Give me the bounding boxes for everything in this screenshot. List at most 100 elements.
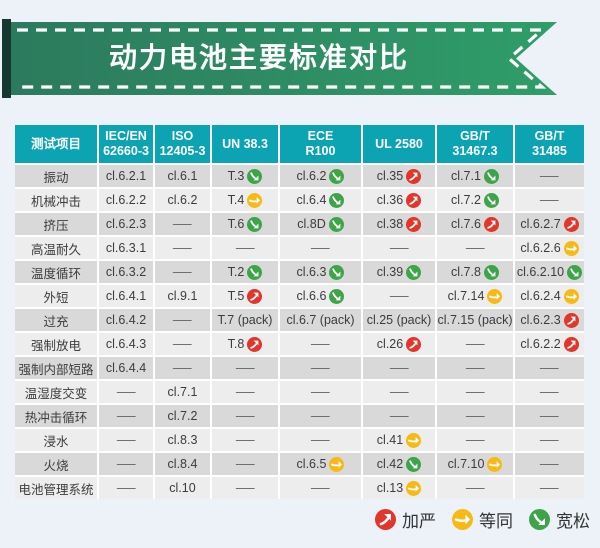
table-cell: cl.6.2 — [280, 165, 361, 187]
table-cell: cl.6.3.1 — [99, 237, 153, 259]
table-cell: T.5 — [212, 285, 278, 307]
legend-label-loose: 宽松 — [556, 512, 590, 531]
table-cell: — — [280, 405, 361, 427]
table-cell: cl.6.4.2 — [99, 309, 153, 331]
row-label: 热冲击循环 — [15, 405, 97, 427]
row-label: 浸水 — [15, 429, 97, 451]
table-cell: cl.42 — [363, 453, 435, 475]
table-cell: — — [99, 477, 153, 499]
table-cell: — — [515, 381, 584, 403]
table-cell: — — [212, 477, 278, 499]
table-cell: cl.6.5 — [280, 453, 361, 475]
strict-arrow-icon — [483, 216, 499, 232]
legend-item-equal: 等同 — [452, 507, 513, 532]
table-cell: — — [155, 261, 210, 283]
table-cell: — — [437, 477, 513, 499]
table-cell: cl.6.2.3 — [515, 309, 584, 331]
table-cell: cl.6.1 — [155, 165, 210, 187]
table-cell: — — [437, 381, 513, 403]
loose-arrow-icon — [483, 168, 499, 184]
page-title: 动力电池主要标准对比 — [108, 42, 409, 73]
legend: 加严 等同 宽松 — [375, 507, 590, 532]
table-cell: T.6 — [212, 213, 278, 235]
table-cell: cl.7.8 — [437, 261, 513, 283]
equal-arrow-icon — [487, 456, 503, 472]
table-cell: — — [437, 237, 513, 259]
table-cell: T.4 — [212, 189, 278, 211]
column-header-3: UN 38.3 — [212, 125, 278, 163]
table-cell: cl.6.7 (pack) — [280, 309, 361, 331]
table-cell: cl.7.2 — [437, 189, 513, 211]
column-header-5: UL 2580 — [363, 125, 435, 163]
table-cell: — — [515, 453, 584, 475]
table-cell: — — [437, 429, 513, 451]
loose-arrow-icon — [247, 264, 263, 280]
strict-arrow-icon — [406, 336, 422, 352]
loose-arrow-icon — [483, 192, 499, 208]
table-cell: — — [99, 381, 153, 403]
equal-arrow-icon — [406, 480, 422, 496]
strict-arrow-icon — [406, 216, 422, 232]
row-label: 高温耐久 — [15, 237, 97, 259]
table-cell: cl.7.14 — [437, 285, 513, 307]
table-cell: — — [437, 357, 513, 379]
table-cell: cl.35 — [363, 165, 435, 187]
table-cell: cl.9.1 — [155, 285, 210, 307]
row-label: 机械冲击 — [15, 189, 97, 211]
table-cell: cl.7.6 — [437, 213, 513, 235]
table-cell: — — [212, 429, 278, 451]
table-cell: — — [515, 165, 584, 187]
loose-arrow-icon — [247, 168, 263, 184]
table-cell: — — [363, 237, 435, 259]
table-cell: — — [280, 333, 361, 355]
table-cell: cl.6.2.3 — [99, 213, 153, 235]
row-label: 电池管理系统 — [15, 477, 97, 499]
loose-arrow-icon — [483, 264, 499, 280]
table-cell: — — [212, 357, 278, 379]
legend-label-equal: 等同 — [479, 512, 513, 531]
table-cell: T.7 (pack) — [212, 309, 278, 331]
table-cell: — — [212, 453, 278, 475]
table-cell: — — [515, 477, 584, 499]
table-cell: — — [212, 405, 278, 427]
table-cell: — — [155, 309, 210, 331]
table-cell: — — [99, 453, 153, 475]
strict-arrow-icon — [406, 168, 422, 184]
table-cell: cl.7.15 (pack) — [437, 309, 513, 331]
table-cell: cl.6.2 — [155, 189, 210, 211]
row-label: 温湿度交变 — [15, 381, 97, 403]
table-cell: — — [280, 477, 361, 499]
table-cell: cl.10 — [155, 477, 210, 499]
table-cell: — — [437, 333, 513, 355]
table-cell: cl.7.1 — [155, 381, 210, 403]
column-header-4: ECE R100 — [280, 125, 361, 163]
table-cell: cl.8.4 — [155, 453, 210, 475]
table-cell: — — [99, 405, 153, 427]
row-label: 火烧 — [15, 453, 97, 475]
table-cell: — — [280, 237, 361, 259]
equal-arrow-icon — [247, 192, 263, 208]
loose-arrow-icon — [406, 264, 422, 280]
table-cell: — — [212, 237, 278, 259]
table-cell: — — [212, 381, 278, 403]
table-cell: cl.6.2.7 — [515, 213, 584, 235]
table-cell: — — [155, 213, 210, 235]
row-label: 振动 — [15, 165, 97, 187]
table-cell: — — [280, 357, 361, 379]
strict-arrow-icon — [406, 192, 422, 208]
table-cell: cl.6.4.4 — [99, 357, 153, 379]
table-cell: cl.6.4 — [280, 189, 361, 211]
table-cell: — — [280, 381, 361, 403]
table-cell: — — [363, 285, 435, 307]
table-cell: cl.25 (pack) — [363, 309, 435, 331]
table-cell: — — [437, 405, 513, 427]
column-header-2: ISO 12405-3 — [155, 125, 210, 163]
table-cell: cl.6.2.4 — [515, 285, 584, 307]
loose-arrow-icon — [529, 509, 550, 530]
table-cell: cl.6.4.1 — [99, 285, 153, 307]
table-cell: cl.6.6 — [280, 285, 361, 307]
table-cell: cl.8D — [280, 213, 361, 235]
table-cell: — — [363, 357, 435, 379]
table-cell: cl.7.1 — [437, 165, 513, 187]
table-cell: — — [363, 405, 435, 427]
